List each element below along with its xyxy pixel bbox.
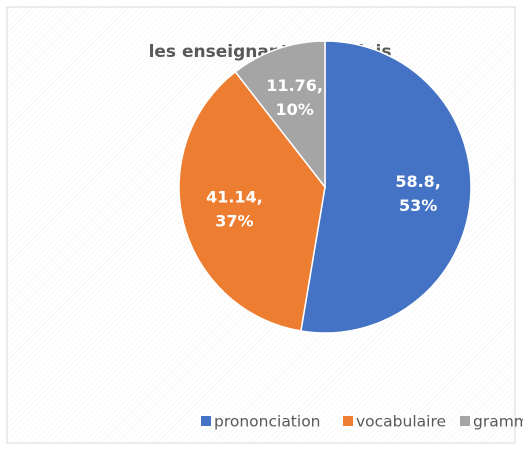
legend-swatch xyxy=(343,416,353,426)
legend-swatch xyxy=(460,416,470,426)
data-label: 58.8, xyxy=(395,172,441,191)
pie-slice xyxy=(234,40,326,190)
legend-swatch xyxy=(201,416,211,426)
data-label: 11.76, xyxy=(266,76,323,95)
pie-slice xyxy=(300,40,472,334)
legend-label: grammaire xyxy=(473,413,523,431)
pie-slice xyxy=(178,70,326,332)
legend-label: prononciation xyxy=(214,413,321,431)
data-label: 37% xyxy=(215,211,253,230)
legend-label: vocabulaire xyxy=(356,413,446,431)
data-label: 41.14, xyxy=(206,187,263,206)
data-label: 10% xyxy=(276,100,314,119)
data-label: 53% xyxy=(399,196,437,215)
